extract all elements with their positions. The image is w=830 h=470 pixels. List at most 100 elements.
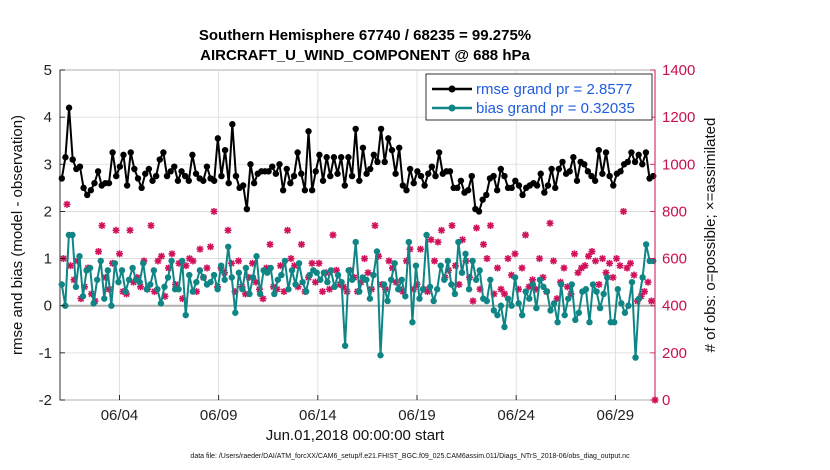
bias-point <box>281 257 289 265</box>
bias-point <box>603 274 611 281</box>
bias-point <box>175 286 182 293</box>
obs-stroke <box>252 278 260 286</box>
bias-point <box>568 281 575 288</box>
rmse-point <box>334 170 341 177</box>
bias-point <box>93 276 101 283</box>
obs-stroke <box>588 248 596 255</box>
obs-point <box>126 226 134 234</box>
bias-point <box>115 278 122 286</box>
obs-stroke <box>186 255 193 262</box>
obs-point <box>546 219 554 227</box>
bias-point <box>618 300 625 307</box>
rmse-point <box>363 170 370 177</box>
bias-point <box>348 276 356 283</box>
y-left-tick-label: 0 <box>44 298 52 315</box>
rmse-point <box>606 172 613 180</box>
rmse-point <box>435 149 443 156</box>
bias-point <box>501 323 508 331</box>
rmse-point <box>301 187 309 194</box>
bias-point <box>122 288 129 295</box>
bias-point <box>483 297 490 305</box>
obs-point <box>266 240 274 248</box>
bias-point <box>58 281 65 288</box>
rmse-point <box>497 165 505 173</box>
bias-point <box>596 304 604 312</box>
rmse-point <box>283 165 290 173</box>
rmse-point <box>232 172 240 180</box>
rmse-point <box>105 179 113 187</box>
bias-point <box>140 260 147 267</box>
rmse-point <box>276 161 283 168</box>
rmse-point <box>80 184 87 192</box>
obs-stroke <box>483 255 491 262</box>
obs-point <box>427 236 435 244</box>
obs-point <box>469 297 477 305</box>
y-left-tick-label: 5 <box>44 62 52 79</box>
bias-point <box>448 281 455 288</box>
obs-stroke <box>277 262 284 269</box>
rmse-point <box>298 170 305 177</box>
obs-stroke <box>560 264 568 272</box>
rmse-point <box>163 172 171 180</box>
bias-point <box>334 271 342 279</box>
chart-title-line1: Southern Hemisphere 67740 / 68235 = 99.2… <box>199 27 531 44</box>
bias-point <box>147 281 154 288</box>
obs-point <box>98 222 106 230</box>
bias-point <box>72 283 80 291</box>
rmse-point <box>370 151 378 159</box>
obs-point <box>203 264 211 272</box>
bias-point <box>529 281 537 288</box>
rmse-point <box>377 125 385 133</box>
bias-point <box>295 260 303 267</box>
obs-point <box>112 226 120 234</box>
bias-point <box>433 286 441 293</box>
bias-point <box>324 278 331 286</box>
x-tick-label: 06/24 <box>497 407 535 424</box>
bias-point <box>317 276 324 283</box>
rmse-point <box>421 182 428 189</box>
bias-point <box>104 267 112 274</box>
rmse-point <box>493 187 501 194</box>
obs-point <box>588 248 596 255</box>
rmse-point <box>595 146 602 154</box>
rmse-point <box>131 165 138 173</box>
rmse-point <box>171 163 178 170</box>
obs-stroke <box>112 227 120 234</box>
rmse-point <box>552 184 559 192</box>
obs-point <box>623 264 631 272</box>
obs-point <box>326 285 333 293</box>
obs-stroke <box>518 264 526 272</box>
rmse-point <box>94 168 102 175</box>
bias-point <box>387 276 395 283</box>
obs-stroke <box>620 208 627 215</box>
rmse-point <box>537 170 544 177</box>
bias-point <box>182 311 189 319</box>
rmse-point <box>414 168 421 175</box>
rmse-point <box>84 191 91 199</box>
obs-point <box>595 281 603 288</box>
bias-point <box>426 283 434 291</box>
rmse-point <box>203 163 211 170</box>
obs-point <box>585 252 592 260</box>
axis-ticks: 06/04 06/09 06/14 06/19 06/24 06/29 -2 -1 0 1 2 3 4 5… <box>39 62 696 424</box>
obs-point <box>287 255 295 263</box>
bias-point <box>214 286 221 293</box>
bias-point <box>235 269 243 276</box>
bias-point <box>189 288 197 295</box>
obs-stroke <box>609 274 617 281</box>
rmse-point <box>468 172 475 180</box>
rmse-point <box>269 163 276 170</box>
rmse-point <box>142 170 149 177</box>
obs-stroke <box>266 241 274 248</box>
obs-stroke <box>154 257 162 265</box>
obs-point <box>560 264 568 272</box>
obs-stroke <box>529 276 536 283</box>
bias-point <box>232 309 239 316</box>
rmse-point <box>167 168 174 175</box>
rmse-point <box>417 172 425 180</box>
bias-point <box>196 267 204 274</box>
bias-point <box>352 238 359 246</box>
bias-point <box>288 267 296 274</box>
obs-stroke <box>497 286 505 293</box>
rmse-point <box>396 144 403 151</box>
